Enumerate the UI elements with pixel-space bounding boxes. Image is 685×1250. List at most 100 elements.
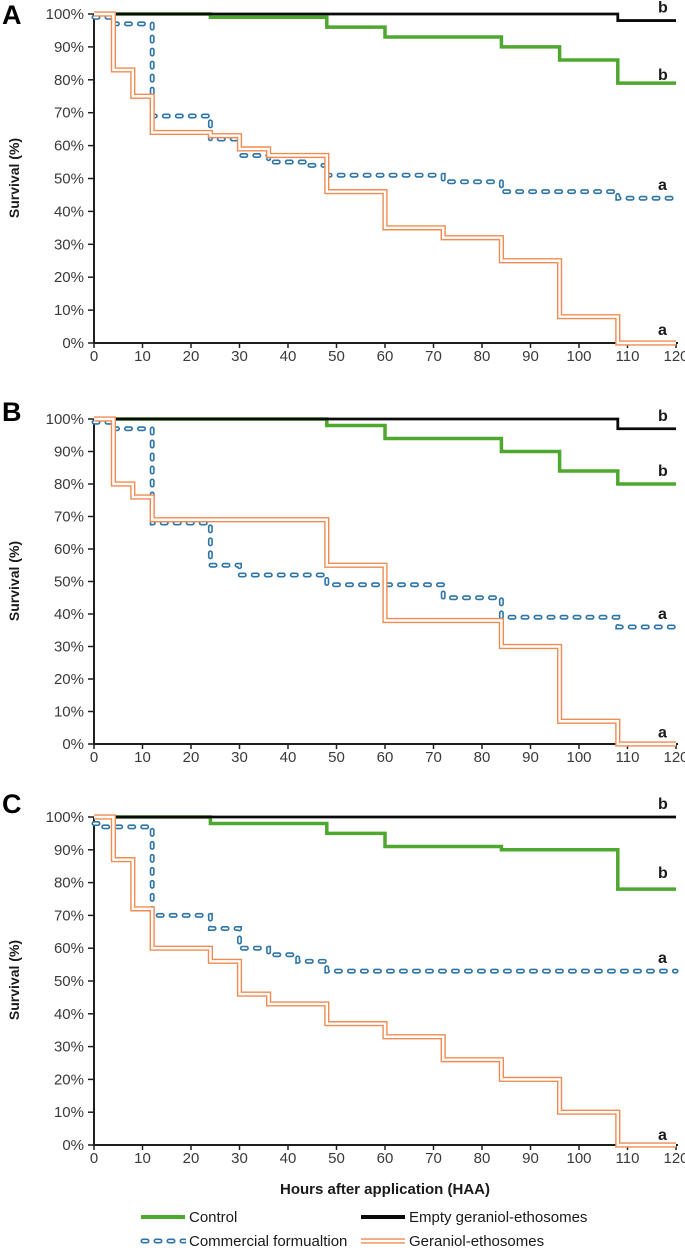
panel-c-x-tick-label: 70 bbox=[425, 1150, 442, 1167]
panel-a-y-tick-label: 60% bbox=[54, 138, 84, 155]
panel-c-y-tick-label: 80% bbox=[54, 875, 84, 892]
x-axis-title: Hours after application (HAA) bbox=[279, 1181, 490, 1198]
panel-b-y-tick-label: 60% bbox=[54, 541, 84, 558]
panel-b-sig-label-geraniol: a bbox=[658, 725, 667, 742]
panel-a-y-tick-label: 10% bbox=[54, 302, 84, 319]
panel-c-series-commercial-line-core bbox=[93, 822, 677, 973]
panel-c-x-tick-label: 90 bbox=[522, 1150, 539, 1167]
panel-c-x-tick-label: 60 bbox=[377, 1150, 394, 1167]
panel-c-sig-label-control: b bbox=[658, 865, 668, 882]
panel-a-x-tick-label: 120 bbox=[663, 348, 685, 365]
panel-a-series-commercial-line bbox=[91, 14, 679, 201]
panel-a-x-tick-label: 70 bbox=[425, 348, 442, 365]
legend-item-commercial: Commercial formualtion bbox=[140, 1232, 347, 1250]
legend-swatch-control-line bbox=[141, 1215, 185, 1219]
panel-c-y-tick-label: 20% bbox=[54, 1071, 84, 1088]
panel-c-series-geraniol-line bbox=[94, 814, 676, 1148]
panel-b-y-tick-label: 50% bbox=[54, 574, 84, 591]
panel-c-y-tick-label: 0% bbox=[62, 1137, 84, 1154]
panel-b-x-tick-label: 110 bbox=[616, 749, 640, 766]
panel-b-y-tick-label: 20% bbox=[54, 671, 84, 688]
legend-item-empty: Empty geraniol-ethosomes bbox=[360, 1208, 587, 1226]
panel-c-y-tick-label: 100% bbox=[46, 809, 84, 826]
panel-a-sig-label-empty: b bbox=[658, 0, 668, 16]
panel-c-sig-label-empty: b bbox=[658, 796, 668, 813]
panel-b-x-tick-label: 50 bbox=[328, 749, 345, 766]
panel-a-x-tick-label: 60 bbox=[377, 348, 394, 365]
panel-b-sig-label-commercial: a bbox=[658, 606, 667, 623]
panel-c-x-tick-label: 20 bbox=[183, 1150, 200, 1167]
panel-a-x-tick-label: 90 bbox=[522, 348, 539, 365]
panel-c-x-tick-label: 40 bbox=[280, 1150, 297, 1167]
panel-a-y-tick-label: 20% bbox=[54, 269, 84, 286]
y-axis-title-b: Survival (%) bbox=[6, 540, 22, 622]
panel-c-series-geraniol-line-core bbox=[94, 815, 676, 1147]
legend-label-empty: Empty geraniol-ethosomes bbox=[409, 1208, 588, 1226]
legend-label-commercial: Commercial formualtion bbox=[189, 1232, 348, 1250]
panel-b-y-tick-label: 40% bbox=[54, 606, 84, 623]
legend-swatch-geraniol-line bbox=[361, 1238, 405, 1244]
panel-c-sig-label-commercial: a bbox=[658, 950, 667, 967]
panel-b-series-control-line bbox=[94, 417, 676, 486]
panel-a-x-tick-label: 80 bbox=[474, 348, 491, 365]
panel-c-y-tick-label: 40% bbox=[54, 1006, 84, 1023]
panel-b-sig-label-control: b bbox=[658, 463, 668, 480]
panel-c-x-tick-label: 80 bbox=[474, 1150, 491, 1167]
panel-a-y-tick-label: 80% bbox=[54, 72, 84, 89]
panel-c-sig-label-geraniol: a bbox=[658, 1127, 667, 1144]
panel-a-x-tick-label: 0 bbox=[90, 348, 98, 365]
panel-b-y-tick-label: 70% bbox=[54, 509, 84, 526]
panel-b-y-tick-label: 90% bbox=[54, 444, 84, 461]
panel-c-x-tick-label: 50 bbox=[328, 1150, 345, 1167]
panel-b-x-tick-label: 20 bbox=[183, 749, 200, 766]
panel-a-x-tick-label: 40 bbox=[280, 348, 297, 365]
panel-b-series-empty-line bbox=[94, 417, 676, 431]
panel-a-series-commercial-line-core bbox=[93, 16, 677, 200]
panel-c-x-tick-label: 100 bbox=[566, 1150, 591, 1167]
panel-a-y-tick-label: 40% bbox=[54, 203, 84, 220]
legend-label-control: Control bbox=[189, 1208, 238, 1226]
panel-b-series-geraniol-line-core bbox=[94, 417, 676, 746]
panel-a-x-tick-label: 100 bbox=[566, 348, 591, 365]
panel-b-x-tick-label: 100 bbox=[566, 749, 591, 766]
legend-swatch-empty-line bbox=[361, 1215, 405, 1219]
panel-b-x-tick-label: 30 bbox=[231, 749, 248, 766]
panel-b-x-tick-label: 70 bbox=[425, 749, 442, 766]
panel-b-y-tick-label: 80% bbox=[54, 476, 84, 493]
panel-c-y-tick-label: 60% bbox=[54, 940, 84, 957]
panel-b-x-tick-label: 10 bbox=[134, 749, 151, 766]
legend-item-geraniol: Geraniol-ethosomes bbox=[360, 1232, 544, 1250]
panel-c-x-tick-label: 0 bbox=[90, 1150, 98, 1167]
panel-b-y-tick-label: 0% bbox=[62, 736, 84, 753]
panel-b-x-tick-label: 40 bbox=[280, 749, 297, 766]
legend-swatch-commercial-line bbox=[140, 1238, 186, 1244]
panel-b-x-tick-label: 80 bbox=[474, 749, 491, 766]
panel-a-series-empty-line bbox=[94, 12, 676, 22]
panel-c-y-tick-label: 70% bbox=[54, 907, 84, 924]
panel-a-y-tick-label: 30% bbox=[54, 236, 84, 253]
panel-c-y-tick-label: 90% bbox=[54, 842, 84, 859]
panel-b-y-tick-label: 30% bbox=[54, 639, 84, 656]
panel-letter-a: A bbox=[2, 0, 22, 30]
panel-c-x-tick-label: 10 bbox=[134, 1150, 151, 1167]
panel-a-x-tick-label: 50 bbox=[328, 348, 345, 365]
panel-a-sig-label-control: b bbox=[658, 67, 668, 84]
panel-b-x-tick-label: 0 bbox=[90, 749, 98, 766]
panel-a-y-tick-label: 100% bbox=[46, 6, 84, 23]
y-axis-title-a: Survival (%) bbox=[6, 137, 22, 219]
panel-a-y-tick-label: 0% bbox=[62, 335, 84, 352]
panel-a-x-tick-label: 30 bbox=[231, 348, 248, 365]
panel-letter-b: B bbox=[2, 397, 22, 427]
panel-a-series-geraniol-line bbox=[94, 11, 676, 346]
panel-a-y-tick-label: 70% bbox=[54, 105, 84, 122]
panel-b-y-tick-label: 10% bbox=[54, 704, 84, 721]
panel-letter-c: C bbox=[2, 789, 22, 819]
panel-c-y-tick-label: 50% bbox=[54, 973, 84, 990]
panel-c-x-tick-label: 120 bbox=[663, 1150, 685, 1167]
panel-a-x-tick-label: 110 bbox=[616, 348, 640, 365]
panel-b-x-tick-label: 90 bbox=[522, 749, 539, 766]
legend-label-geraniol: Geraniol-ethosomes bbox=[409, 1232, 545, 1250]
panel-b-series-commercial-line-core bbox=[93, 421, 677, 628]
y-axis-title-c: Survival (%) bbox=[6, 939, 22, 1021]
